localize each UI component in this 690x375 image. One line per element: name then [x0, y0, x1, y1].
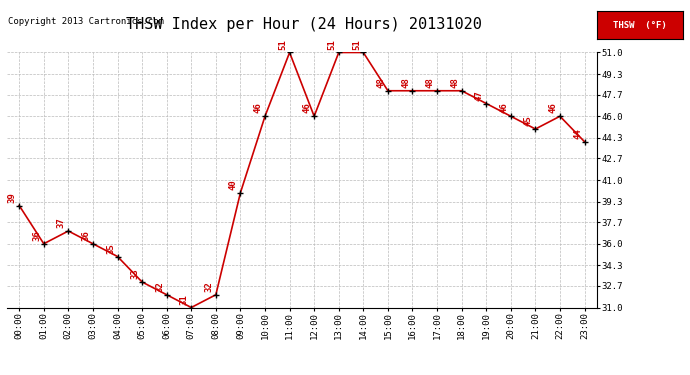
Text: THSW  (°F): THSW (°F) — [613, 21, 667, 30]
Text: 47: 47 — [475, 90, 484, 101]
Text: THSW Index per Hour (24 Hours) 20131020: THSW Index per Hour (24 Hours) 20131020 — [126, 17, 482, 32]
Text: 45: 45 — [524, 116, 533, 126]
Text: 46: 46 — [253, 103, 263, 114]
Text: 39: 39 — [8, 192, 17, 203]
Text: 44: 44 — [573, 128, 582, 139]
Text: 32: 32 — [155, 281, 164, 292]
Text: 36: 36 — [81, 230, 90, 241]
Text: 51: 51 — [278, 39, 287, 50]
Text: 36: 36 — [32, 230, 41, 241]
Text: 33: 33 — [130, 268, 139, 279]
Text: 48: 48 — [401, 77, 410, 88]
Text: 31: 31 — [180, 294, 189, 305]
Text: 51: 51 — [352, 39, 361, 50]
Text: 48: 48 — [450, 77, 460, 88]
Text: Copyright 2013 Cartronics.com: Copyright 2013 Cartronics.com — [8, 17, 164, 26]
Text: 37: 37 — [57, 217, 66, 228]
Text: 35: 35 — [106, 243, 115, 254]
Text: 48: 48 — [377, 77, 386, 88]
Text: 40: 40 — [229, 179, 238, 190]
Text: 48: 48 — [426, 77, 435, 88]
Text: 46: 46 — [500, 103, 509, 114]
Text: 46: 46 — [549, 103, 558, 114]
Text: 32: 32 — [204, 281, 213, 292]
Text: 46: 46 — [303, 103, 312, 114]
Text: 51: 51 — [327, 39, 336, 50]
